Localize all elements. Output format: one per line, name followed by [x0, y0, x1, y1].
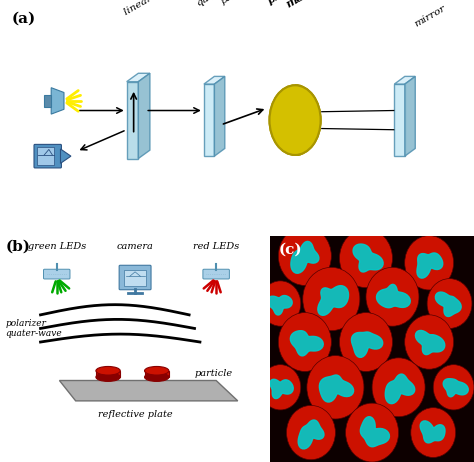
FancyBboxPatch shape	[124, 270, 146, 286]
Ellipse shape	[145, 373, 169, 382]
Polygon shape	[318, 286, 348, 316]
Circle shape	[411, 407, 456, 457]
Circle shape	[303, 267, 360, 331]
FancyBboxPatch shape	[119, 265, 151, 290]
Circle shape	[346, 403, 399, 462]
Polygon shape	[59, 381, 238, 401]
Text: (a): (a)	[12, 12, 36, 26]
Polygon shape	[298, 420, 324, 449]
Circle shape	[260, 365, 301, 410]
Polygon shape	[291, 241, 319, 274]
Text: red LEDs: red LEDs	[193, 243, 239, 251]
Circle shape	[260, 281, 301, 326]
Text: camera: camera	[117, 243, 154, 251]
Text: polarizer
quater-wave: polarizer quater-wave	[5, 319, 62, 338]
Polygon shape	[51, 88, 64, 114]
Polygon shape	[145, 371, 169, 377]
Polygon shape	[267, 296, 292, 315]
FancyBboxPatch shape	[203, 269, 229, 279]
FancyBboxPatch shape	[34, 145, 62, 168]
Circle shape	[372, 358, 425, 417]
Ellipse shape	[270, 85, 320, 155]
Circle shape	[307, 356, 364, 419]
Circle shape	[339, 313, 392, 371]
Circle shape	[366, 267, 419, 326]
Polygon shape	[351, 332, 383, 358]
Polygon shape	[61, 149, 71, 164]
Polygon shape	[420, 421, 445, 443]
Polygon shape	[204, 84, 214, 156]
Polygon shape	[96, 371, 120, 377]
Text: photo-elastic
material: photo-elastic material	[265, 0, 348, 17]
Polygon shape	[376, 285, 410, 308]
Polygon shape	[385, 374, 415, 404]
Circle shape	[427, 279, 472, 328]
Polygon shape	[44, 95, 51, 107]
FancyBboxPatch shape	[44, 269, 70, 279]
Polygon shape	[394, 84, 405, 156]
Text: (c): (c)	[278, 243, 302, 256]
Polygon shape	[127, 82, 138, 158]
Polygon shape	[204, 76, 225, 84]
Circle shape	[405, 315, 454, 369]
Polygon shape	[127, 73, 150, 82]
Polygon shape	[295, 85, 320, 155]
Ellipse shape	[96, 373, 120, 382]
Ellipse shape	[270, 85, 320, 155]
Text: linear polarizer: linear polarizer	[123, 0, 198, 17]
Circle shape	[278, 313, 331, 371]
Text: green LEDs: green LEDs	[27, 243, 86, 251]
Polygon shape	[443, 379, 468, 397]
Polygon shape	[353, 244, 383, 272]
Polygon shape	[360, 417, 390, 447]
Circle shape	[286, 406, 336, 460]
Polygon shape	[319, 375, 354, 402]
Text: mirror: mirror	[412, 4, 447, 29]
Polygon shape	[435, 292, 461, 316]
Text: (b): (b)	[5, 240, 30, 254]
FancyBboxPatch shape	[37, 147, 54, 165]
Polygon shape	[417, 253, 443, 278]
Circle shape	[278, 226, 331, 286]
Text: quarter-wave
plate: quarter-wave plate	[195, 0, 265, 17]
Ellipse shape	[96, 366, 120, 375]
Ellipse shape	[145, 366, 169, 375]
Circle shape	[339, 229, 392, 288]
Circle shape	[405, 236, 454, 290]
Polygon shape	[405, 76, 415, 156]
Polygon shape	[138, 73, 150, 158]
Polygon shape	[270, 379, 293, 399]
Circle shape	[433, 365, 474, 410]
Polygon shape	[291, 331, 323, 356]
Polygon shape	[415, 330, 445, 355]
Text: reflective plate: reflective plate	[98, 410, 173, 419]
Polygon shape	[394, 76, 415, 84]
Polygon shape	[214, 76, 225, 156]
Text: particle: particle	[194, 369, 233, 378]
